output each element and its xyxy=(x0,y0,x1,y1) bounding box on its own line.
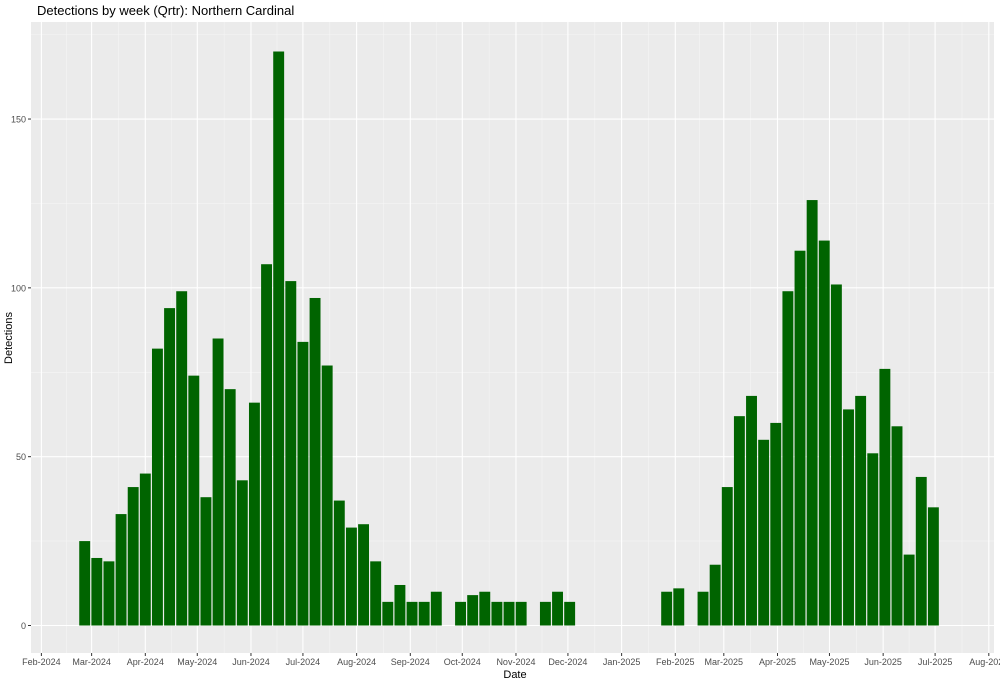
x-tick-label: Jun-2024 xyxy=(232,657,270,667)
y-tick-label: 0 xyxy=(21,621,26,631)
x-tick-label: Apr-2025 xyxy=(759,657,796,667)
bar xyxy=(733,416,745,626)
bar xyxy=(127,487,139,626)
x-tick-label: Jul-2024 xyxy=(286,657,321,667)
bar xyxy=(188,375,200,626)
bar xyxy=(418,601,430,626)
bar xyxy=(394,584,406,626)
bar xyxy=(455,601,466,626)
y-tick-label: 150 xyxy=(11,115,26,125)
bar xyxy=(661,591,673,626)
x-tick-label: Oct-2024 xyxy=(444,657,481,667)
x-tick-label: Aug-2025 xyxy=(969,657,1000,667)
bar xyxy=(721,487,733,626)
bar xyxy=(261,264,273,626)
bar xyxy=(236,480,248,626)
x-tick-label: Sep-2024 xyxy=(391,657,430,667)
bar xyxy=(164,308,176,626)
bar xyxy=(91,557,103,626)
bar xyxy=(139,473,151,626)
bar xyxy=(382,601,394,626)
bar xyxy=(345,527,357,626)
bar xyxy=(806,200,818,626)
x-tick-label: Feb-2025 xyxy=(656,657,695,667)
x-tick-label: Mar-2024 xyxy=(72,657,111,667)
x-axis: Feb-2024 Mar-2024 Apr-2024 May-2024 Jun-2024… xyxy=(22,653,1000,667)
bar xyxy=(370,561,382,626)
bar xyxy=(103,561,115,626)
y-axis-label: Detections xyxy=(3,312,15,364)
bar xyxy=(309,297,321,626)
bar xyxy=(515,601,527,626)
bar xyxy=(673,588,685,626)
bar xyxy=(151,348,163,626)
bar xyxy=(746,395,757,626)
x-tick-label: Jun-2025 xyxy=(864,657,902,667)
bar xyxy=(903,554,915,626)
x-tick-label: Jan-2025 xyxy=(603,657,641,667)
bar xyxy=(552,591,563,626)
bar xyxy=(273,51,285,626)
bars xyxy=(79,51,939,626)
bar xyxy=(321,365,333,626)
bar xyxy=(224,389,236,626)
bar xyxy=(843,409,854,626)
bar xyxy=(794,250,806,626)
x-tick-label: Aug-2024 xyxy=(337,657,376,667)
bar xyxy=(564,601,576,626)
bar xyxy=(176,291,188,626)
x-tick-label: Jul-2025 xyxy=(918,657,953,667)
bar xyxy=(212,338,224,626)
y-tick-label: 100 xyxy=(11,283,26,293)
bar xyxy=(697,591,709,626)
bar xyxy=(200,497,212,626)
bar xyxy=(285,281,297,626)
bar xyxy=(406,601,418,626)
bar xyxy=(479,591,491,626)
x-tick-label: Mar-2025 xyxy=(705,657,744,667)
y-axis: 0 50 100 150 xyxy=(11,115,31,631)
bar xyxy=(891,426,903,626)
x-tick-label: Dec-2024 xyxy=(548,657,587,667)
bar xyxy=(539,601,551,626)
x-tick-label: Feb-2024 xyxy=(22,657,61,667)
bar xyxy=(467,595,479,626)
bar xyxy=(770,422,782,626)
x-tick-label: May-2025 xyxy=(809,657,849,667)
chart-title: Detections by week (Qrtr): Northern Card… xyxy=(37,3,294,18)
bar xyxy=(927,507,939,626)
x-tick-label: May-2024 xyxy=(177,657,217,667)
bar xyxy=(830,284,842,626)
bar xyxy=(709,564,721,626)
bar xyxy=(491,601,503,626)
bar xyxy=(867,453,879,626)
bar xyxy=(333,500,345,626)
bar xyxy=(297,341,309,626)
x-axis-label: Date xyxy=(503,669,526,681)
bar xyxy=(430,591,442,626)
bar xyxy=(782,291,794,626)
y-tick-label: 50 xyxy=(16,452,26,462)
bar xyxy=(879,368,891,626)
bar xyxy=(115,514,127,626)
bar xyxy=(855,395,867,626)
bar xyxy=(503,601,515,626)
bar xyxy=(358,524,370,626)
bar xyxy=(915,476,927,626)
bar xyxy=(818,240,830,626)
bar xyxy=(758,439,770,626)
x-tick-label: Apr-2024 xyxy=(127,657,164,667)
bar xyxy=(248,402,260,626)
x-tick-label: Nov-2024 xyxy=(496,657,535,667)
bar xyxy=(79,541,91,626)
